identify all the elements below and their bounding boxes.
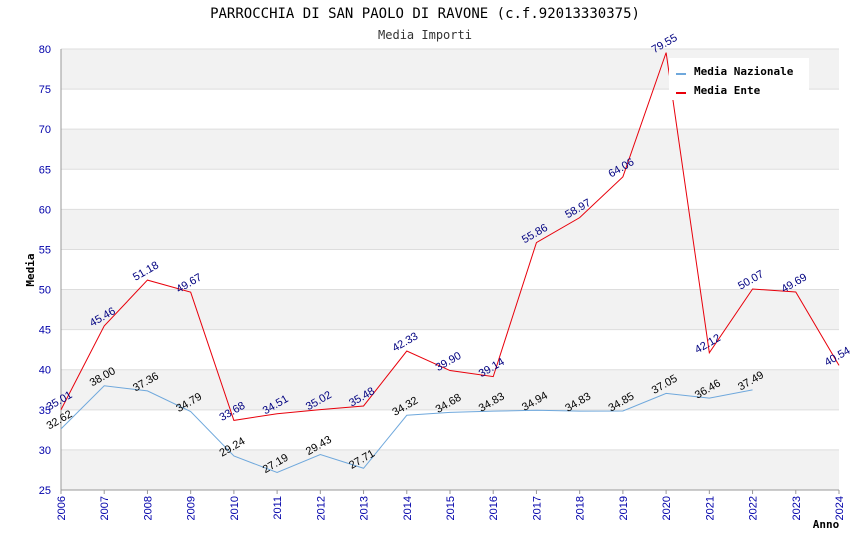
y-tick-label: 35 bbox=[39, 405, 51, 417]
x-tick-label: 2008 bbox=[142, 496, 154, 520]
x-tick-label: 2013 bbox=[359, 496, 371, 520]
grid-lines bbox=[61, 48, 839, 491]
y-tick-label: 70 bbox=[39, 124, 51, 136]
legend-label-ente: Media Ente bbox=[694, 84, 761, 97]
x-tick-label: 2015 bbox=[445, 496, 457, 520]
x-tick-label: 2007 bbox=[99, 496, 111, 520]
data-label-ente: 40.54 bbox=[823, 345, 850, 369]
x-tick-label: 2012 bbox=[315, 496, 327, 520]
grid-band bbox=[61, 449, 839, 490]
y-tick-label: 60 bbox=[39, 204, 51, 216]
x-tick-label: 2006 bbox=[56, 496, 68, 520]
legend-label-nazionale: Media Nazionale bbox=[694, 65, 794, 78]
x-tick-label: 2019 bbox=[618, 496, 630, 520]
series-line-nazionale bbox=[60, 385, 753, 473]
x-tick-label: 2011 bbox=[272, 496, 284, 520]
grid-bands bbox=[61, 49, 839, 490]
legend: Media Nazionale Media Ente bbox=[669, 58, 809, 100]
grid-band bbox=[61, 209, 839, 250]
x-tick-label: 2017 bbox=[531, 496, 543, 520]
legend-box bbox=[669, 58, 809, 100]
x-axis-label: Anno bbox=[813, 518, 840, 531]
grid-band bbox=[61, 289, 839, 330]
x-tick-label: 2018 bbox=[575, 496, 587, 520]
axes bbox=[60, 49, 840, 494]
x-tick-label: 2016 bbox=[488, 496, 500, 520]
y-tick-labels: 25 30 35 40 45 50 55 60 65 70 75 80 bbox=[39, 44, 51, 497]
data-label-ente: 42.33 bbox=[390, 330, 420, 354]
x-tick-label: 2009 bbox=[186, 496, 198, 520]
y-tick-label: 40 bbox=[39, 365, 51, 377]
chart-subtitle: Media Importi bbox=[378, 28, 472, 42]
data-label-ente: 42.12 bbox=[693, 332, 723, 356]
data-label-ente: 51.18 bbox=[131, 259, 161, 283]
grid-band bbox=[61, 129, 839, 170]
data-label-ente: 50.07 bbox=[736, 268, 766, 292]
y-axis-label: Media bbox=[24, 253, 37, 286]
series-line-ente bbox=[60, 52, 840, 421]
y-tick-label: 50 bbox=[39, 285, 51, 297]
x-tick-label: 2010 bbox=[229, 496, 241, 520]
y-tick-label: 80 bbox=[39, 44, 51, 56]
y-tick-label: 75 bbox=[39, 84, 51, 96]
y-tick-label: 45 bbox=[39, 325, 51, 337]
x-tick-label: 2020 bbox=[661, 496, 673, 520]
grid-band bbox=[61, 369, 839, 410]
y-tick-label: 65 bbox=[39, 164, 51, 176]
y-tick-label: 25 bbox=[39, 485, 51, 497]
series-lines bbox=[60, 52, 840, 473]
chart-title: PARROCCHIA DI SAN PAOLO DI RAVONE (c.f.9… bbox=[210, 6, 640, 22]
x-tick-label: 2023 bbox=[791, 496, 803, 520]
x-tick-labels: 2006 2007 2008 2009 2010 2011 2012 2013 2014 2015… bbox=[56, 496, 846, 520]
x-tick-label: 2022 bbox=[748, 496, 760, 520]
y-tick-label: 55 bbox=[39, 244, 51, 256]
x-tick-label: 2021 bbox=[704, 496, 716, 520]
y-tick-label: 30 bbox=[39, 445, 51, 457]
x-tick-label: 2014 bbox=[402, 496, 414, 520]
x-tick-label: 2024 bbox=[834, 496, 846, 520]
